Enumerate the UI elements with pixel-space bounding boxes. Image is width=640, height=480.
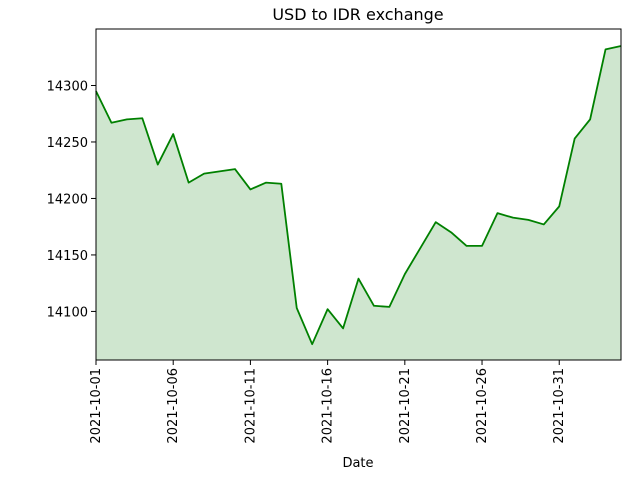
y-axis: 14100 14150 14200 14250 14300 (47, 79, 96, 320)
x-axis-label: Date (342, 456, 373, 471)
x-tick-label: 2021-10-01 (89, 368, 104, 444)
y-tick-label: 14300 (47, 79, 88, 94)
y-tick-label: 14150 (47, 249, 88, 264)
series-area (96, 45, 621, 360)
x-tick-label: 2021-10-06 (166, 368, 181, 444)
plot-frame (95, 28, 622, 361)
plot-area (95, 28, 622, 361)
chart-title: USD to IDR exchange (272, 5, 443, 24)
x-tick-label: 2021-10-31 (552, 368, 567, 444)
y-tick-label: 14100 (47, 305, 88, 320)
x-tick-label: 2021-10-21 (398, 368, 413, 444)
x-tick-label: 2021-10-26 (475, 368, 490, 444)
x-axis: 2021-10-01 2021-10-06 2021-10-11 2021-10-16… (89, 360, 567, 444)
x-tick-label: 2021-10-11 (243, 368, 258, 444)
y-tick-label: 14250 (47, 136, 88, 151)
y-tick-label: 14200 (47, 192, 88, 207)
x-tick-label: 2021-10-16 (321, 368, 336, 444)
